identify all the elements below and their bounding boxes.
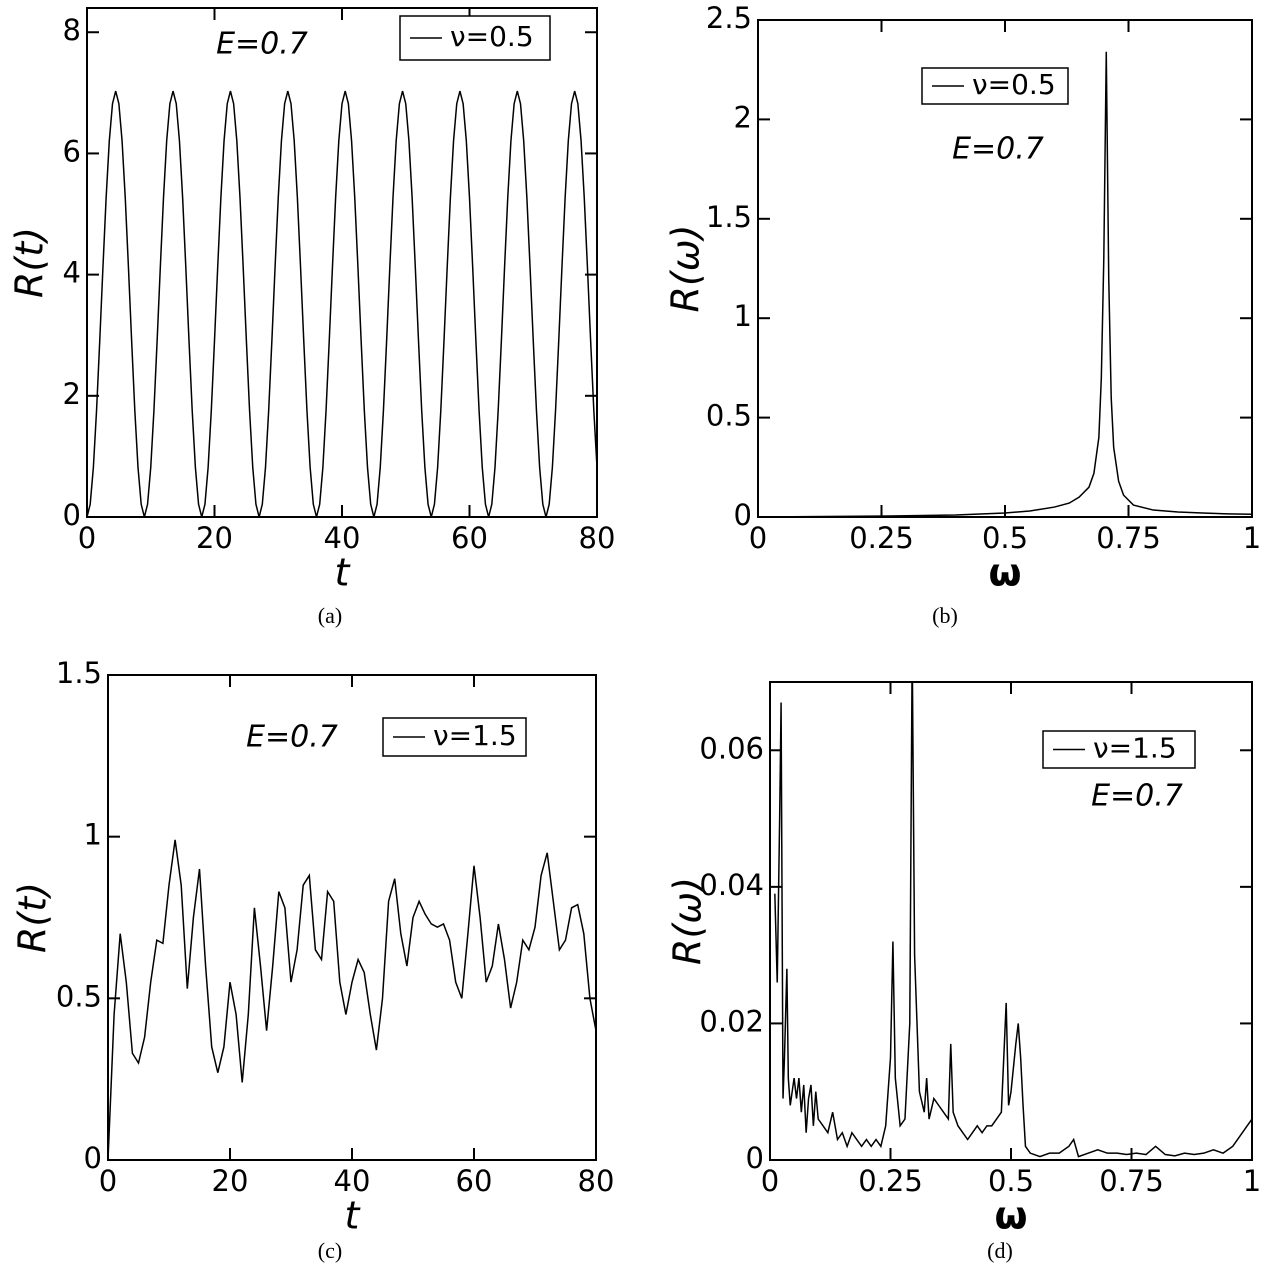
- y-axis-label: R(t): [11, 882, 55, 953]
- legend-label: ν=1.5: [1093, 732, 1177, 765]
- x-axis-label: ω: [994, 1194, 1027, 1238]
- y-tick-label: 0: [746, 1141, 764, 1175]
- y-axis-label: R(ω): [664, 225, 708, 313]
- y-axis-label: R(t): [8, 227, 52, 298]
- y-tick-label: 8: [63, 13, 81, 47]
- y-tick-label: 0.04: [699, 868, 764, 902]
- x-tick-label: 80: [578, 1164, 615, 1198]
- x-tick-label: 0.75: [1096, 521, 1161, 555]
- x-tick-label: 0.25: [858, 1164, 923, 1198]
- data-line: [758, 51, 1252, 517]
- y-tick-label: 1: [84, 818, 102, 852]
- x-tick-label: 0: [761, 1164, 779, 1198]
- x-tick-label: 80: [579, 521, 616, 555]
- x-tick-label: 0: [749, 521, 767, 555]
- x-tick-label: 0: [78, 521, 96, 555]
- annotation: E=0.7: [1091, 779, 1183, 814]
- x-tick-label: 1: [1243, 521, 1261, 555]
- y-axis-label: R(ω): [666, 877, 710, 965]
- x-tick-label: 20: [212, 1164, 249, 1198]
- annotation: E=0.7: [952, 132, 1044, 167]
- data-line: [87, 90, 597, 517]
- panel: 0 20 40 60 80 0 2 4 6 8 t R(t) E=0.7 ν=0.5 (a): [8, 7, 616, 628]
- x-axis-label: t: [335, 551, 352, 595]
- panel: 0 0.25 0.5 0.75 1 0 0.02 0.04 0.06 ω R(ω) E=0.7 ν=1.…: [666, 681, 1261, 1263]
- data-line: [774, 682, 1252, 1158]
- y-tick-label: 1: [734, 299, 752, 333]
- x-tick-label: 60: [456, 1164, 493, 1198]
- y-tick-label: 0.06: [699, 731, 764, 765]
- y-tick-label: 0: [84, 1141, 102, 1175]
- x-tick-label: 0.5: [988, 1164, 1034, 1198]
- x-tick-label: 0.75: [1099, 1164, 1164, 1198]
- legend: ν=1.5: [382, 717, 527, 757]
- legend: ν=0.5: [399, 15, 551, 61]
- x-tick-label: 0: [99, 1164, 117, 1198]
- y-tick-label: 1.5: [706, 200, 752, 234]
- x-tick-label: 60: [451, 521, 488, 555]
- y-tick-label: 0.5: [706, 399, 752, 433]
- annotation: E=0.7: [216, 27, 308, 62]
- panel: 0 20 40 60 80 0 0.5 1 1.5 t R(t) E=0.7 ν=1.5 (c): [11, 656, 615, 1263]
- x-tick-label: 40: [324, 521, 361, 555]
- caption: (a): [318, 603, 342, 628]
- y-tick-label: 6: [63, 134, 81, 168]
- x-tick-label: 1: [1243, 1164, 1261, 1198]
- legend: ν=0.5: [921, 67, 1069, 105]
- annotation: E=0.7: [246, 720, 338, 755]
- x-tick-label: 20: [196, 521, 233, 555]
- plot-frame: [86, 7, 598, 518]
- y-tick-label: 2: [63, 377, 81, 411]
- x-tick-label: 0.5: [982, 521, 1028, 555]
- y-tick-label: 0: [63, 498, 81, 532]
- legend-label: ν=0.5: [450, 20, 534, 53]
- data-line: [108, 839, 596, 1160]
- panel: 0 0.25 0.5 0.75 1 0 0.5 1 1.5 2 2.5 ω R(ω) E=0.7 ν=0.5…: [664, 1, 1262, 628]
- legend: ν=1.5: [1042, 730, 1196, 769]
- y-tick-label: 2: [734, 100, 752, 134]
- y-tick-label: 0.02: [699, 1004, 764, 1038]
- x-axis-label: t: [345, 1194, 362, 1238]
- legend-label: ν=0.5: [972, 68, 1056, 101]
- y-tick-label: 0: [734, 498, 752, 532]
- caption: (d): [987, 1238, 1013, 1263]
- caption: (c): [318, 1238, 342, 1263]
- legend-label: ν=1.5: [433, 719, 517, 752]
- x-tick-label: 0.25: [849, 521, 914, 555]
- x-tick-label: 40: [334, 1164, 371, 1198]
- y-tick-label: 0.5: [56, 979, 102, 1013]
- y-tick-label: 1.5: [56, 656, 102, 690]
- y-tick-label: 2.5: [706, 1, 752, 35]
- y-tick-label: 4: [63, 256, 81, 290]
- x-axis-label: ω: [988, 551, 1021, 595]
- caption: (b): [932, 603, 958, 628]
